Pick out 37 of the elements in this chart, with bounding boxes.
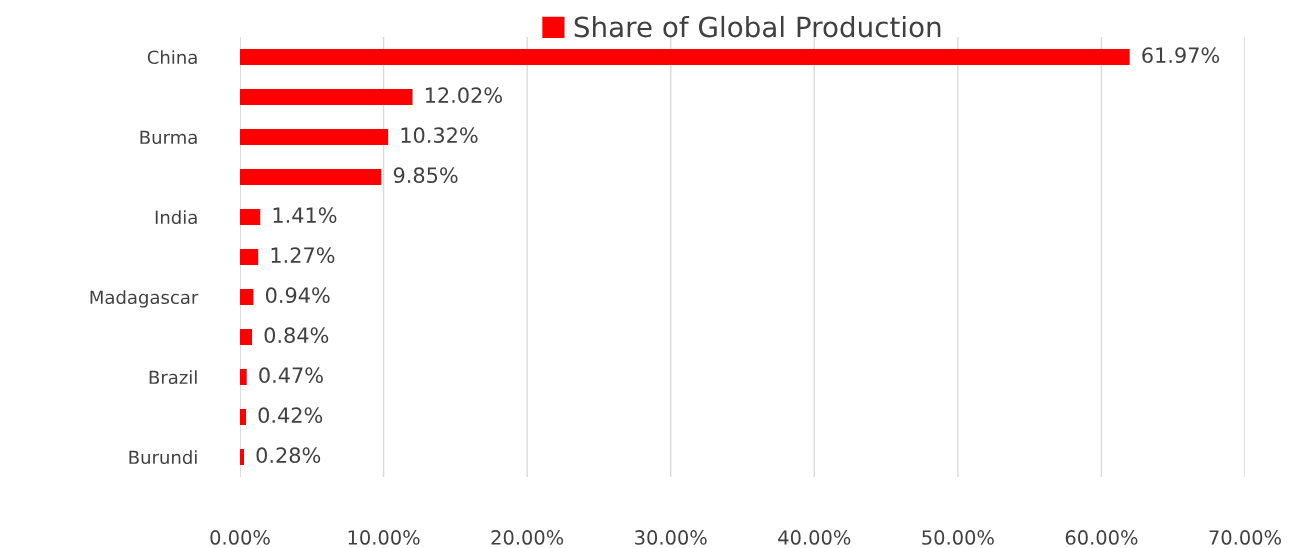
data-label: 12.02% <box>425 87 502 104</box>
data-label: 0.28% <box>256 447 321 464</box>
bar <box>240 449 245 465</box>
bar <box>240 89 413 105</box>
y-tick-label: Burma <box>140 130 197 145</box>
y-tick-label: Burundi <box>129 450 197 465</box>
bar <box>240 409 247 425</box>
x-tick-label: 70.00% <box>1209 530 1281 545</box>
data-label: 61.97% <box>1142 47 1220 64</box>
bar <box>240 249 259 265</box>
data-label: 0.47% <box>259 367 323 384</box>
bar <box>240 369 247 385</box>
y-tick-label: China <box>147 50 197 65</box>
legend-label: Share of Global Production <box>574 15 941 38</box>
data-label: 0.42% <box>258 407 323 424</box>
bar <box>240 329 253 345</box>
data-label: 10.32% <box>401 127 478 144</box>
data-label: 1.27% <box>271 247 335 264</box>
data-label: 9.85% <box>393 167 458 184</box>
bar <box>240 289 254 305</box>
x-tick-label: 30.00% <box>635 530 707 545</box>
x-tick-label: 20.00% <box>491 530 564 545</box>
data-label: 0.84% <box>264 327 329 344</box>
x-tick-label: 40.00% <box>778 530 851 545</box>
x-tick-label: 50.00% <box>922 530 994 545</box>
y-tick-label: India <box>155 210 197 225</box>
x-tick-label: 0.00% <box>210 530 270 545</box>
x-tick-label: 60.00% <box>1065 530 1138 545</box>
bar <box>240 49 1130 65</box>
x-tick-label: 10.00% <box>348 530 420 545</box>
bar <box>240 209 261 225</box>
y-tick-label: Brazil <box>149 370 197 385</box>
y-tick-label: Madagascar <box>90 290 199 308</box>
data-label: 0.94% <box>265 287 330 304</box>
bar <box>240 169 382 185</box>
bar <box>240 129 389 145</box>
data-label: 1.41% <box>273 207 337 224</box>
